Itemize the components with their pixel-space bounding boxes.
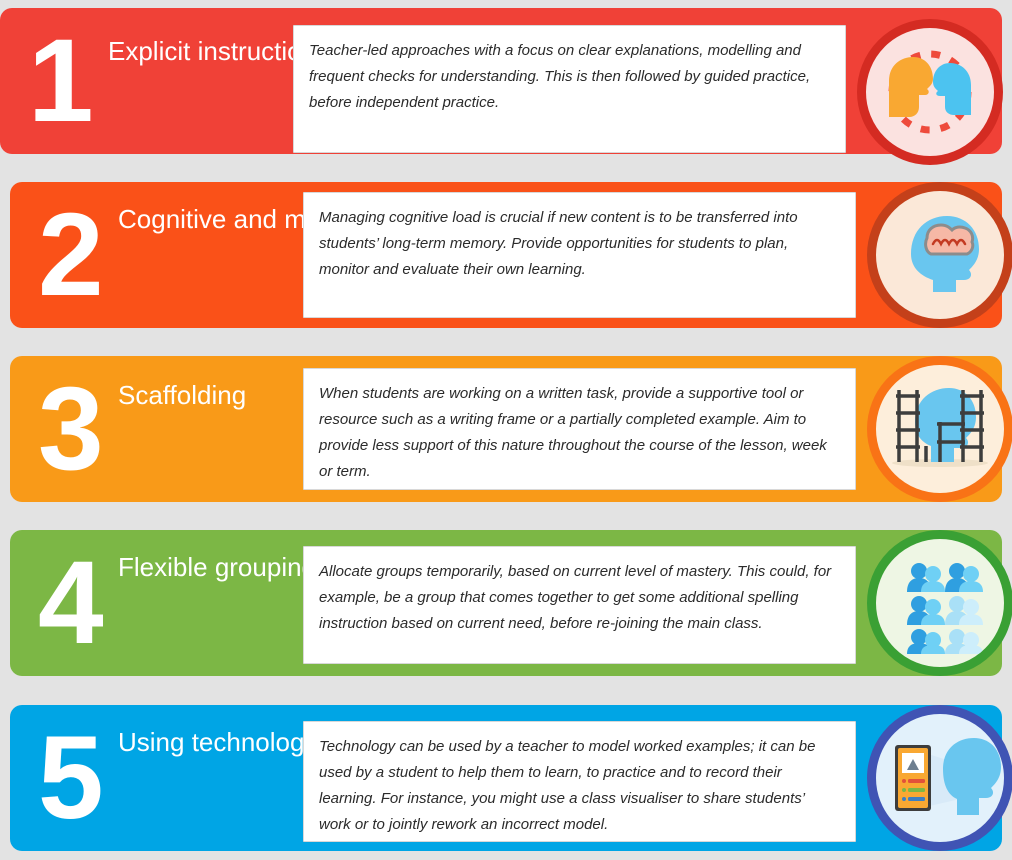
strategy-description-panel-2: Managing cognitive load is crucial if ne…: [303, 192, 856, 318]
two-facing-heads-dialogue-icon: [888, 50, 972, 134]
strategy-badge-4: [867, 530, 1012, 676]
strategy-description-text-3: When students are working on a written t…: [319, 385, 827, 480]
strategy-title-5: Using technology: [118, 727, 318, 757]
strategy-title-3: Scaffolding: [118, 380, 247, 410]
strategy-number-2: 2: [38, 189, 104, 321]
strategy-description-panel-5: Technology can be used by a teacher to m…: [303, 721, 856, 842]
strategy-title-1: Explicit instruction: [108, 36, 317, 66]
strategy-badge-2: [867, 182, 1012, 328]
strategy-card-5: 5 Using technology Technology can be use…: [10, 705, 1012, 851]
strategy-title-4: Flexible grouping: [118, 552, 317, 582]
strategy-description-panel-4: Allocate groups temporarily, based on cu…: [303, 546, 856, 664]
head-with-tablet-screen-icon: [895, 738, 1001, 815]
strategy-number-1: 1: [28, 15, 94, 147]
head-with-brain-icon: [911, 216, 979, 292]
strategy-card-2: 2 Cognitive and metacognitive strategies…: [10, 182, 1012, 328]
strategy-badge-1: [857, 19, 1003, 165]
strategy-badge-5: [867, 705, 1012, 851]
strategy-description-text-1: Teacher-led approaches with a focus on c…: [309, 42, 811, 111]
strategy-number-3: 3: [38, 363, 104, 495]
strategy-description-text-2: Managing cognitive load is crucial if ne…: [319, 209, 798, 278]
strategy-card-4: 4 Flexible grouping Allocate groups temp…: [10, 530, 1012, 676]
strategy-number-4: 4: [38, 537, 104, 669]
strategy-description-text-5: Technology can be used by a teacher to m…: [319, 738, 816, 833]
strategy-card-3: 3 Scaffolding When students are working …: [10, 356, 1012, 502]
strategy-description-panel-3: When students are working on a written t…: [303, 368, 856, 490]
head-with-scaffolding-icon: [892, 388, 988, 467]
strategy-description-panel-1: Teacher-led approaches with a focus on c…: [293, 25, 846, 153]
strategy-badge-3: [867, 356, 1012, 502]
strategy-card-1: 1 Explicit instruction Teacher-led appro…: [0, 8, 1003, 165]
strategy-description-text-4: Allocate groups temporarily, based on cu…: [319, 563, 832, 632]
group-of-people-icon: [907, 563, 983, 654]
strategy-number-5: 5: [38, 712, 104, 844]
